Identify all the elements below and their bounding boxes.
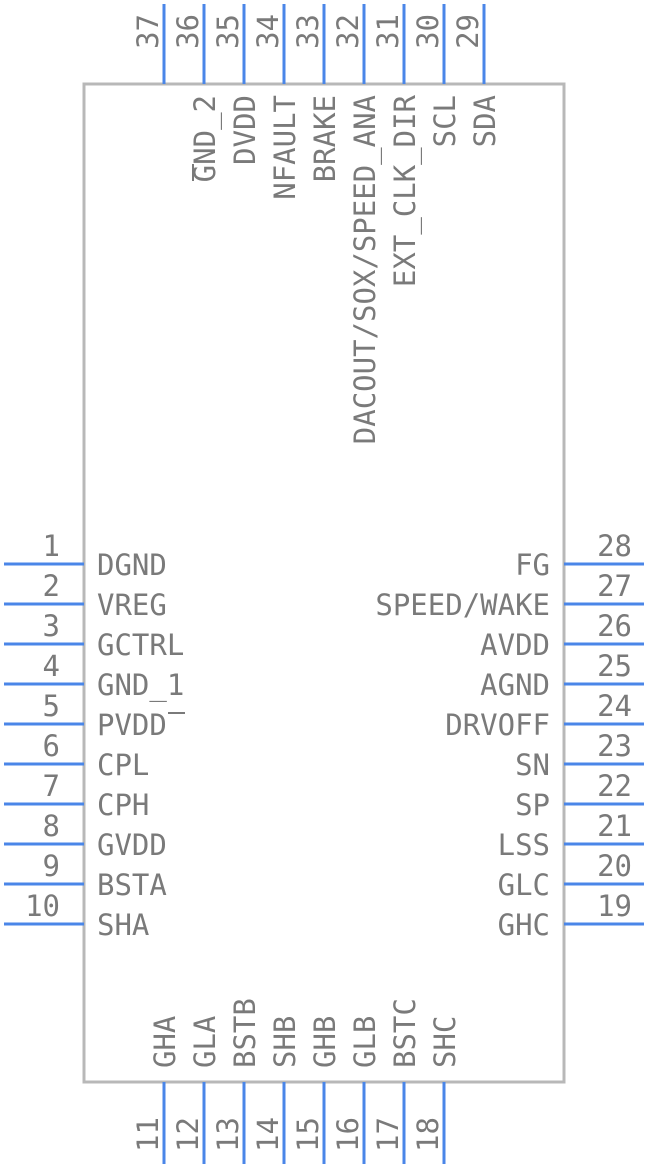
pin-label: NFAULT xyxy=(268,95,302,200)
pin-label: EXT_CLK_DIR xyxy=(388,94,423,287)
pin-label: BSTB xyxy=(228,998,262,1068)
pin-number: 25 xyxy=(597,649,632,683)
pin-number: 4 xyxy=(43,649,60,683)
pin-number: 5 xyxy=(43,689,60,723)
pin-number: 37 xyxy=(131,14,165,49)
pin-label: DACOUT/SOX/SPEED_ANA xyxy=(348,95,383,444)
pin-number: 36 xyxy=(171,14,205,49)
pin-label: DVDD xyxy=(228,95,262,165)
pin-label: AGND xyxy=(480,668,550,702)
pin-number: 30 xyxy=(411,14,445,49)
pin-number: 17 xyxy=(371,1117,405,1152)
pin-label: CPL xyxy=(97,748,149,782)
pin-number: 16 xyxy=(331,1117,365,1152)
pin-label: PVDD xyxy=(97,708,167,742)
pin-number: 3 xyxy=(43,609,60,643)
pin-label: BRAKE xyxy=(308,95,342,182)
pin-label: DRVOFF xyxy=(445,708,550,742)
pin-number: 29 xyxy=(451,14,485,49)
pins-group: 1 DGND 2 VREG 3 GCTRL 4 GND_1 5 PVDD 6 CPL 7 CPH 8 GVDD… xyxy=(4,4,644,1164)
pin-label: SP xyxy=(515,788,550,822)
pin-label: BSTC xyxy=(388,998,422,1068)
pin-number: 11 xyxy=(131,1117,165,1152)
pin-label: DGND xyxy=(97,548,167,582)
pin-number: 18 xyxy=(411,1117,445,1152)
pin-label: SPEED/WAKE xyxy=(375,588,550,622)
pin-label: GND_1 xyxy=(97,668,184,703)
pin-label: SN xyxy=(515,748,550,782)
pin-number: 28 xyxy=(597,529,632,563)
pin-label: SDA xyxy=(468,95,502,147)
pin-label: LSS xyxy=(498,828,550,862)
pin-number: 7 xyxy=(43,769,60,803)
ic-package-body xyxy=(82,82,566,1084)
pin-label: GLC xyxy=(498,868,550,902)
pin-label: SHB xyxy=(268,1016,302,1068)
pin-number: 2 xyxy=(43,569,60,603)
pin-number: 23 xyxy=(597,729,632,763)
pin-number: 34 xyxy=(251,14,285,49)
pin-number: 31 xyxy=(371,14,405,49)
pin-number: 32 xyxy=(331,14,365,49)
pin-number: 19 xyxy=(597,889,632,923)
pin-number: 14 xyxy=(251,1117,285,1152)
pin-number: 21 xyxy=(597,809,632,843)
pin-label: GVDD xyxy=(97,828,167,862)
pin-label: SHC xyxy=(428,1016,462,1068)
pin-label: SHA xyxy=(97,908,149,942)
pin-label: CPH xyxy=(97,788,149,822)
pin-number: 27 xyxy=(597,569,632,603)
pin-number: 24 xyxy=(597,689,632,723)
pin-label: GHA xyxy=(148,1016,182,1068)
pin-label: GHB xyxy=(308,1016,342,1068)
pin-number: 22 xyxy=(597,769,632,803)
pin-number: 35 xyxy=(211,14,245,49)
pin-label: GHC xyxy=(498,908,550,942)
pin-number: 8 xyxy=(43,809,60,843)
pin-label: GLB xyxy=(348,1016,382,1068)
pin-number: 9 xyxy=(43,849,60,883)
pin-label: BSTA xyxy=(97,868,167,902)
pin-label: GCTRL xyxy=(97,628,184,662)
pin-label: SCL xyxy=(428,95,462,147)
pin-label: AVDD xyxy=(480,628,550,662)
pin-number: 20 xyxy=(597,849,632,883)
pin-number: 12 xyxy=(171,1117,205,1152)
pin-label: FG xyxy=(515,548,550,582)
pin-number: 26 xyxy=(597,609,632,643)
pin-number: 13 xyxy=(211,1117,245,1152)
pin-number: 6 xyxy=(43,729,60,763)
pin-number: 33 xyxy=(291,14,325,49)
pin-number: 15 xyxy=(291,1117,325,1152)
pin-number: 1 xyxy=(43,529,60,563)
pin-label: GLA xyxy=(188,1016,222,1068)
pin-number: 10 xyxy=(25,889,60,923)
pin-label: VREG xyxy=(97,588,167,622)
